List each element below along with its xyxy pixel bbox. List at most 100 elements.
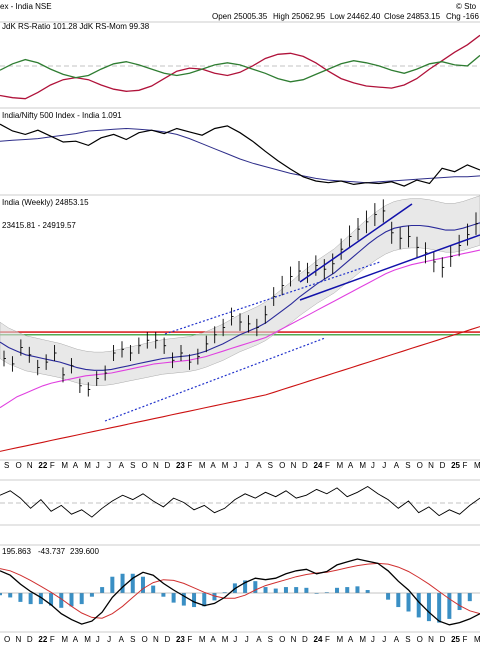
macd-histogram-bar bbox=[365, 590, 370, 593]
x-tick-label: 22 bbox=[38, 461, 47, 470]
macd-histogram-bar bbox=[314, 593, 319, 594]
macd-histogram-bar bbox=[151, 585, 156, 593]
ohlc-high: High 25062.95 bbox=[273, 12, 326, 21]
macd-histogram-bar bbox=[437, 593, 442, 623]
x-tick-label-bottom: M bbox=[474, 635, 480, 644]
macd-val-1: 195.863 bbox=[2, 547, 31, 556]
macd-histogram-bar bbox=[202, 593, 207, 607]
macd-histogram-bar bbox=[345, 587, 350, 593]
macd-histogram-bar bbox=[89, 593, 94, 597]
macd-histogram-bar bbox=[8, 593, 13, 598]
macd-histogram-bar bbox=[171, 593, 176, 603]
trendline-upper bbox=[164, 261, 381, 335]
x-tick-label-bottom: J bbox=[382, 635, 386, 644]
x-tick-label-bottom: D bbox=[440, 635, 446, 644]
x-tick-label: O bbox=[279, 461, 285, 470]
x-tick-label-bottom: N bbox=[428, 635, 434, 644]
x-tick-label-bottom: 22 bbox=[38, 635, 47, 644]
x-tick-label: A bbox=[348, 461, 354, 470]
price-title: India (Weekly) 24853.15 bbox=[2, 198, 89, 207]
macd-histogram-bar bbox=[59, 593, 64, 608]
x-tick-label-bottom: S bbox=[268, 635, 273, 644]
x-tick-label-bottom: A bbox=[394, 635, 400, 644]
x-tick-label-bottom: M bbox=[222, 635, 229, 644]
x-tick-label-bottom: D bbox=[302, 635, 308, 644]
ohlc-close: Close 24853.15 bbox=[384, 12, 441, 21]
rs-line bbox=[0, 123, 480, 187]
x-tick-label: F bbox=[50, 461, 55, 470]
x-tick-label-bottom: J bbox=[245, 635, 249, 644]
x-tick-label: S bbox=[4, 461, 9, 470]
x-tick-label: M bbox=[84, 461, 91, 470]
macd-histogram-bar bbox=[457, 593, 462, 611]
channel-top bbox=[299, 203, 413, 283]
x-tick-label: J bbox=[107, 461, 111, 470]
rrg-ratio-line bbox=[0, 34, 480, 100]
moving-average-2 bbox=[0, 249, 480, 409]
macd-histogram-bar bbox=[222, 592, 227, 593]
x-tick-label: O bbox=[417, 461, 423, 470]
x-tick-label: M bbox=[61, 461, 68, 470]
x-tick-label-bottom: F bbox=[325, 635, 330, 644]
x-tick-label: N bbox=[428, 461, 434, 470]
x-tick-label-bottom: S bbox=[405, 635, 410, 644]
x-tick-label-bottom: J bbox=[107, 635, 111, 644]
macd-histogram-bar bbox=[120, 573, 125, 593]
x-tick-label-bottom: D bbox=[164, 635, 170, 644]
macd-histogram-bar bbox=[79, 593, 84, 605]
x-tick-label: N bbox=[291, 461, 297, 470]
x-tick-label-bottom: O bbox=[142, 635, 148, 644]
x-tick-label-bottom: A bbox=[348, 635, 354, 644]
macd-histogram-bar bbox=[253, 581, 258, 593]
macd-signal-line bbox=[0, 562, 480, 619]
x-tick-label-bottom: N bbox=[291, 635, 297, 644]
x-tick-label-bottom: J bbox=[371, 635, 375, 644]
x-tick-label: 24 bbox=[314, 461, 323, 470]
ohlc-open: Open 25005.35 bbox=[212, 12, 268, 21]
rs-title: India/Nifty 500 Index - India 1.091 bbox=[2, 111, 122, 120]
x-tick-label: A bbox=[73, 461, 79, 470]
macd-histogram-bar bbox=[355, 586, 360, 593]
macd-histogram-bar bbox=[294, 587, 299, 593]
x-tick-label: A bbox=[256, 461, 262, 470]
x-tick-label-bottom: F bbox=[50, 635, 55, 644]
x-tick-label-bottom: A bbox=[256, 635, 262, 644]
macd-histogram-bar bbox=[28, 593, 33, 605]
macd-histogram-bar bbox=[212, 593, 217, 601]
x-tick-label: N bbox=[153, 461, 159, 470]
rrg-title: JdK RS-Ratio 101.28 JdK RS-Mom 99.38 bbox=[2, 22, 150, 31]
macd-val-2: -43.737 bbox=[38, 547, 66, 556]
macd-histogram-bar bbox=[283, 587, 288, 593]
moving-average-1 bbox=[0, 222, 480, 371]
x-tick-label: F bbox=[187, 461, 192, 470]
macd-histogram-bar bbox=[406, 593, 411, 612]
x-tick-label-bottom: D bbox=[27, 635, 33, 644]
x-tick-label: D bbox=[164, 461, 170, 470]
x-tick-label: O bbox=[142, 461, 148, 470]
x-tick-label-bottom: N bbox=[15, 635, 21, 644]
macd-histogram-bar bbox=[396, 593, 401, 608]
x-tick-label-bottom: A bbox=[210, 635, 216, 644]
x-tick-label-bottom: M bbox=[199, 635, 206, 644]
x-tick-label-bottom: O bbox=[417, 635, 423, 644]
x-tick-label: O bbox=[15, 461, 21, 470]
x-tick-label-bottom: M bbox=[61, 635, 68, 644]
x-tick-label: D bbox=[440, 461, 446, 470]
x-tick-label-bottom: M bbox=[359, 635, 366, 644]
x-tick-label: A bbox=[210, 461, 216, 470]
logo-text: © Sto bbox=[456, 2, 477, 11]
macd-histogram-bar bbox=[416, 593, 421, 618]
macd-histogram-bar bbox=[304, 587, 309, 593]
moving-average-3 bbox=[0, 326, 480, 452]
macd-histogram-bar bbox=[18, 593, 23, 602]
x-tick-label: A bbox=[394, 461, 400, 470]
x-tick-label-bottom: O bbox=[279, 635, 285, 644]
macd-histogram-bar bbox=[181, 593, 186, 606]
x-tick-label: J bbox=[245, 461, 249, 470]
x-tick-label: F bbox=[463, 461, 468, 470]
rrg-mom-line bbox=[0, 54, 480, 83]
macd-histogram-bar bbox=[161, 593, 166, 597]
macd-histogram-bar bbox=[100, 587, 105, 593]
price-band bbox=[0, 195, 480, 386]
x-tick-label: J bbox=[382, 461, 386, 470]
